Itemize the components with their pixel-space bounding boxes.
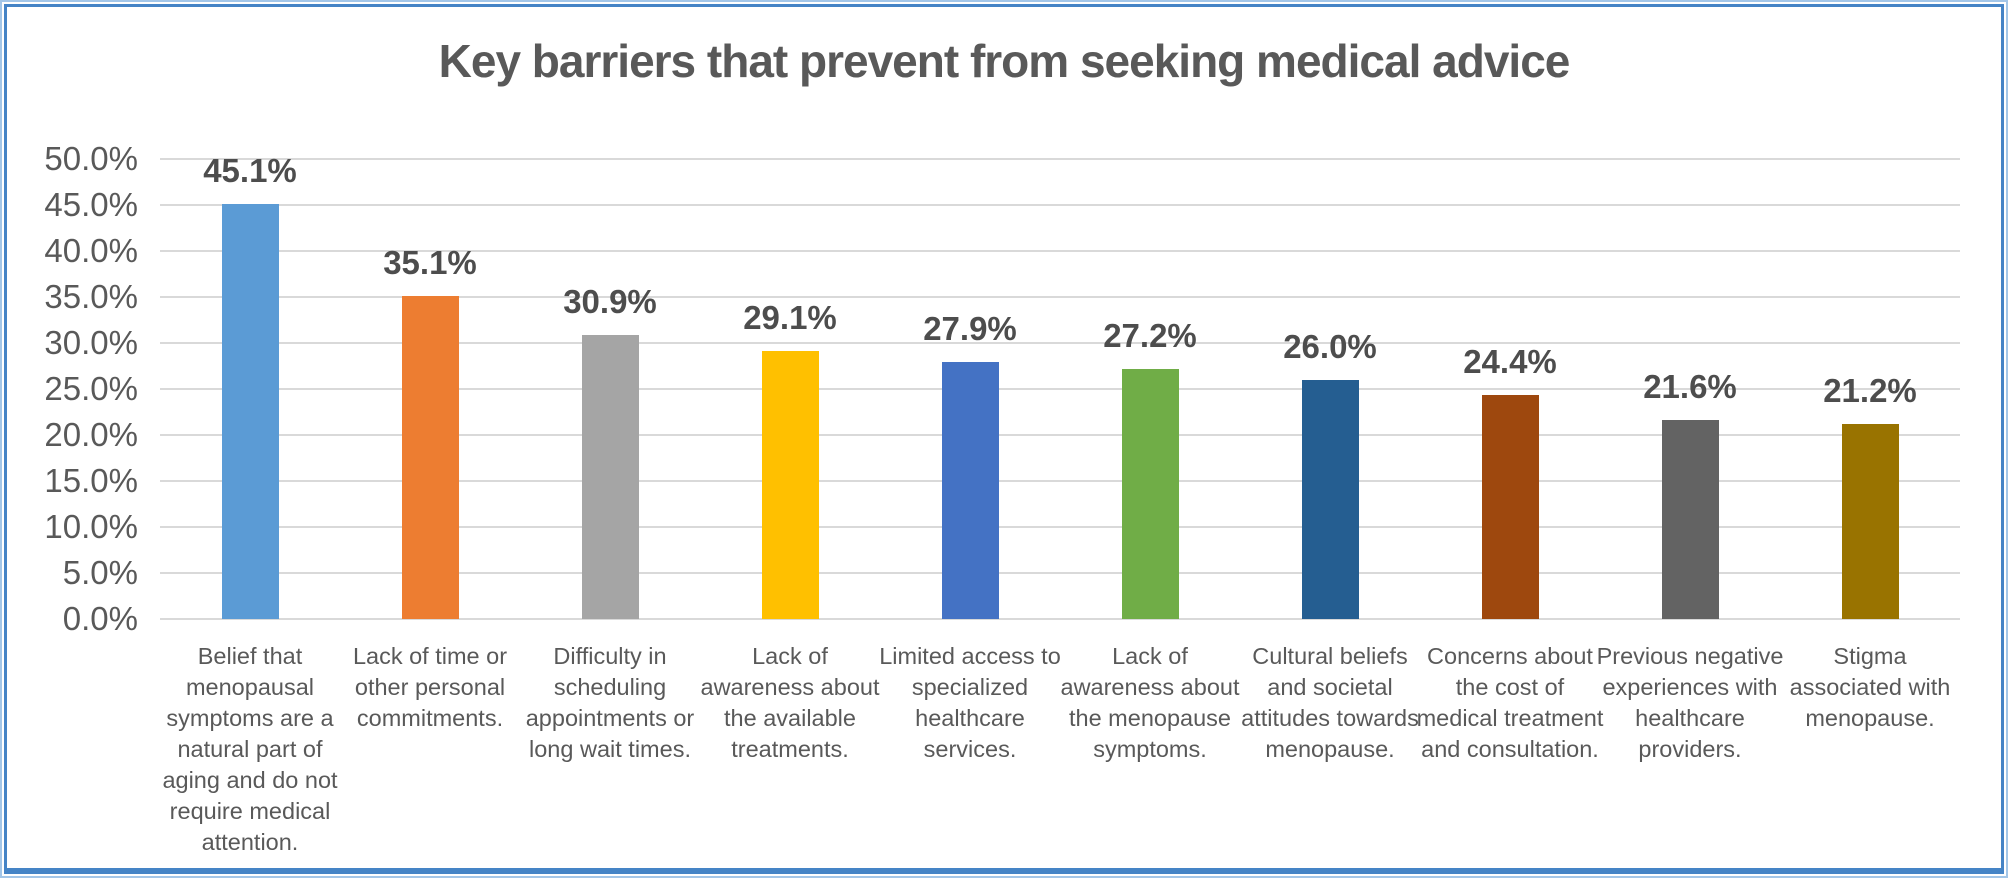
category-label: Limited access to specialized healthcare… xyxy=(879,643,1061,762)
gridline xyxy=(160,480,1960,482)
bar-value-label: 21.2% xyxy=(1823,371,1917,409)
bar xyxy=(941,362,999,619)
gridline xyxy=(160,526,1960,528)
gridline xyxy=(160,204,1960,206)
y-axis-tick-label: 5.0% xyxy=(62,554,138,591)
bar xyxy=(1661,420,1719,619)
chart-title: Key barriers that prevent from seeking m… xyxy=(438,35,1571,87)
bar xyxy=(401,296,459,619)
bar-value-label: 29.1% xyxy=(743,299,837,337)
bar-value-label: 21.6% xyxy=(1643,368,1737,406)
category-label: Stigma associated with menopause. xyxy=(1789,643,1951,731)
category-label: Lack of time or other personal commitmen… xyxy=(352,643,508,731)
bar-group: 27.9% Limited access to specialized healt… xyxy=(879,0,1061,878)
y-axis-tick-label: 10.0% xyxy=(44,508,138,545)
bar-value-label: 35.1% xyxy=(383,244,477,282)
y-axis-tick-label: 45.0% xyxy=(44,186,138,223)
bar xyxy=(581,334,639,619)
bar-group: 30.9% Difficulty in scheduling appointmen… xyxy=(520,0,700,878)
bar-group: 26.0% Cultural beliefs and societal attit… xyxy=(1240,0,1420,878)
bar-group: 35.1% Lack of time or other personal comm… xyxy=(340,0,520,878)
bar-group: 21.6% Previous negative experiences with … xyxy=(1597,0,1784,878)
gridline xyxy=(160,434,1960,436)
bar xyxy=(221,204,279,619)
category-label: Difficulty in scheduling appointments or… xyxy=(525,643,695,762)
category-label: Lack of awareness about the menopause sy… xyxy=(1060,643,1240,762)
bar-value-label: 26.0% xyxy=(1283,327,1377,365)
bar-value-label: 30.9% xyxy=(563,282,657,320)
gridline xyxy=(160,572,1960,574)
bar xyxy=(1301,379,1359,619)
category-label: Concerns about the cost of medical treat… xyxy=(1416,643,1604,762)
y-axis-tick-label: 30.0% xyxy=(44,324,138,361)
bar-group: 21.2% Stigma associated with menopause. xyxy=(1780,0,1960,878)
bar xyxy=(1841,423,1899,619)
y-axis-tick-label: 15.0% xyxy=(44,462,138,499)
bar-group: 29.1% Lack of awareness about the availab… xyxy=(700,0,880,878)
y-axis-tick-label: 35.0% xyxy=(44,278,138,315)
gridline xyxy=(160,342,1960,344)
gridline xyxy=(160,158,1960,160)
bar-group: 27.2% Lack of awareness about the menopau… xyxy=(1060,0,1240,878)
y-axis-tick-label: 50.0% xyxy=(44,140,138,177)
bar xyxy=(1121,368,1179,619)
bar-value-label: 45.1% xyxy=(203,152,297,190)
bar-value-label: 27.9% xyxy=(923,310,1017,348)
category-label: Belief that menopausal symptoms are a na… xyxy=(162,643,338,855)
category-label: Lack of awareness about the available tr… xyxy=(700,643,880,762)
y-axis-tick-label: 40.0% xyxy=(44,232,138,269)
gridline xyxy=(160,388,1960,390)
bar-value-label: 24.4% xyxy=(1463,342,1557,380)
gridline xyxy=(160,296,1960,298)
gridline xyxy=(160,250,1960,252)
bar xyxy=(1481,394,1539,619)
category-label: Previous negative experiences with healt… xyxy=(1596,643,1784,762)
gridline xyxy=(160,618,1960,620)
y-axis-tick-label: 25.0% xyxy=(44,370,138,407)
bar xyxy=(761,351,819,619)
category-label: Cultural beliefs and societal attitudes … xyxy=(1241,643,1419,762)
y-axis-tick-label: 0.0% xyxy=(62,600,138,637)
y-axis-tick-label: 20.0% xyxy=(44,416,138,453)
bar-group: 24.4% Concerns about the cost of medical … xyxy=(1417,0,1604,878)
bar-value-label: 27.2% xyxy=(1103,316,1197,354)
bar-group: 45.1% Belief that menopausal symptoms are… xyxy=(160,0,340,878)
